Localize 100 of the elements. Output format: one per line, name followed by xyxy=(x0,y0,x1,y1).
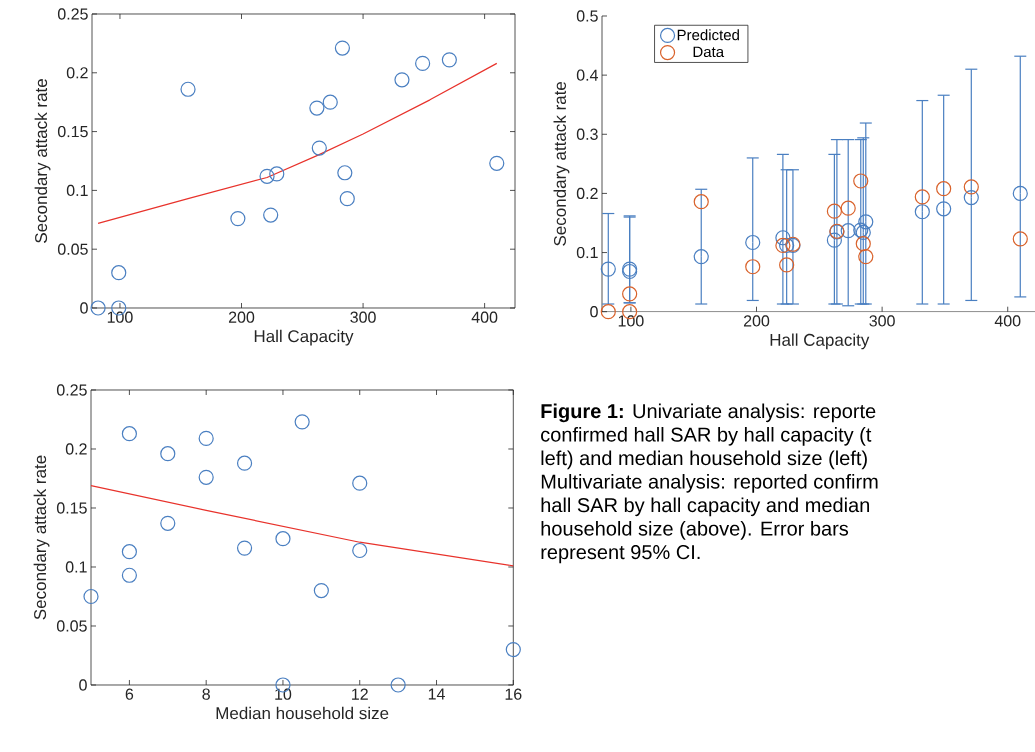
point xyxy=(121,567,137,583)
y-tick-label: 0.25 xyxy=(57,8,88,20)
x-tick-label: 400 xyxy=(471,311,498,323)
x-tick-label: 100 xyxy=(618,315,644,327)
x-axis-title: Hall Capacity xyxy=(254,329,354,346)
x-axis-title: Median household size xyxy=(216,706,389,720)
point xyxy=(693,194,709,210)
y-tick-label: 0.2 xyxy=(65,443,87,455)
point xyxy=(775,237,791,254)
y-tick-label: 0.05 xyxy=(57,243,88,255)
y-tick-label: 0.1 xyxy=(65,561,87,573)
point xyxy=(160,515,176,531)
point xyxy=(334,40,350,56)
x-tick-label: 400 xyxy=(994,315,1021,327)
point xyxy=(160,446,176,462)
y-tick-label: 0 xyxy=(79,679,87,691)
point xyxy=(313,583,329,599)
point xyxy=(936,181,952,197)
point xyxy=(855,236,871,252)
line-series xyxy=(97,62,498,224)
point xyxy=(600,304,616,320)
y-tick-label: 0.3 xyxy=(576,128,598,140)
text: left) and median household size (left) xyxy=(541,450,867,470)
y-tick-label: 0.25 xyxy=(56,384,87,396)
point xyxy=(826,232,842,248)
point xyxy=(198,430,214,446)
point xyxy=(322,94,338,110)
point xyxy=(352,542,368,559)
point xyxy=(441,52,457,68)
line-series xyxy=(90,484,514,567)
point xyxy=(337,165,353,181)
point xyxy=(263,207,279,223)
x-tick-label: 8 xyxy=(202,688,210,700)
point xyxy=(309,100,325,116)
point xyxy=(339,191,355,207)
y-tick-label: 0.05 xyxy=(56,620,87,632)
point xyxy=(840,200,856,216)
point xyxy=(1012,231,1028,247)
y-axis-title: Secondary attack rate xyxy=(34,79,51,243)
point xyxy=(236,455,253,471)
point xyxy=(914,204,930,220)
point xyxy=(853,173,869,189)
point xyxy=(111,265,127,281)
point xyxy=(963,189,979,206)
point xyxy=(390,677,406,693)
y-tick-label: 0.2 xyxy=(576,187,598,200)
x-tick-label: 6 xyxy=(125,688,134,700)
legend-label: Data xyxy=(693,46,725,58)
x-tick-label: 10 xyxy=(275,688,292,700)
point xyxy=(236,540,253,556)
text: represent 95% CI. xyxy=(541,545,700,564)
y-tick-label: 0 xyxy=(80,302,88,314)
point xyxy=(826,203,842,219)
y-tick-label: 0.15 xyxy=(57,125,88,138)
point xyxy=(394,72,410,88)
point xyxy=(83,588,99,605)
point xyxy=(775,230,791,246)
point xyxy=(745,259,761,275)
point xyxy=(294,414,310,430)
point xyxy=(600,261,616,277)
point xyxy=(259,168,275,184)
point xyxy=(230,211,246,227)
x-tick-label: 300 xyxy=(350,311,376,323)
y-tick-label: 0 xyxy=(590,306,598,318)
point xyxy=(858,249,874,265)
point xyxy=(275,531,291,547)
point xyxy=(121,544,137,560)
text: household size (above). Error bars xyxy=(541,521,849,540)
point xyxy=(936,201,952,217)
point xyxy=(311,140,327,156)
x-tick-label: 200 xyxy=(228,311,255,323)
x-axis-title: Hall Capacity xyxy=(770,333,870,350)
point xyxy=(121,426,137,442)
point xyxy=(505,642,521,658)
point xyxy=(90,300,106,316)
point xyxy=(914,189,930,205)
text: Multivariate analysis: reported confirm xyxy=(541,474,878,493)
text: hall SAR by hall capacity and median xyxy=(541,497,870,517)
x-tick-label: 300 xyxy=(869,315,895,327)
legend-label: Predicted xyxy=(677,29,739,41)
y-tick-label: 0.5 xyxy=(576,10,598,22)
x-tick-label: 200 xyxy=(743,315,770,327)
point xyxy=(352,475,368,491)
point xyxy=(180,81,196,97)
x-tick-label: 100 xyxy=(107,311,133,323)
y-tick-label: 0.1 xyxy=(576,246,598,259)
point xyxy=(779,257,795,273)
point xyxy=(489,155,505,171)
point xyxy=(198,469,214,485)
point xyxy=(745,234,761,251)
point xyxy=(269,166,285,182)
point xyxy=(858,214,874,230)
point xyxy=(1012,185,1028,202)
x-tick-label: 12 xyxy=(352,688,368,700)
point xyxy=(840,223,856,239)
point xyxy=(963,179,979,195)
point xyxy=(415,55,431,71)
text: Figure 1: Univariate analysis: reporte xyxy=(541,403,876,423)
y-tick-label: 0.15 xyxy=(56,502,87,514)
point xyxy=(622,286,638,302)
